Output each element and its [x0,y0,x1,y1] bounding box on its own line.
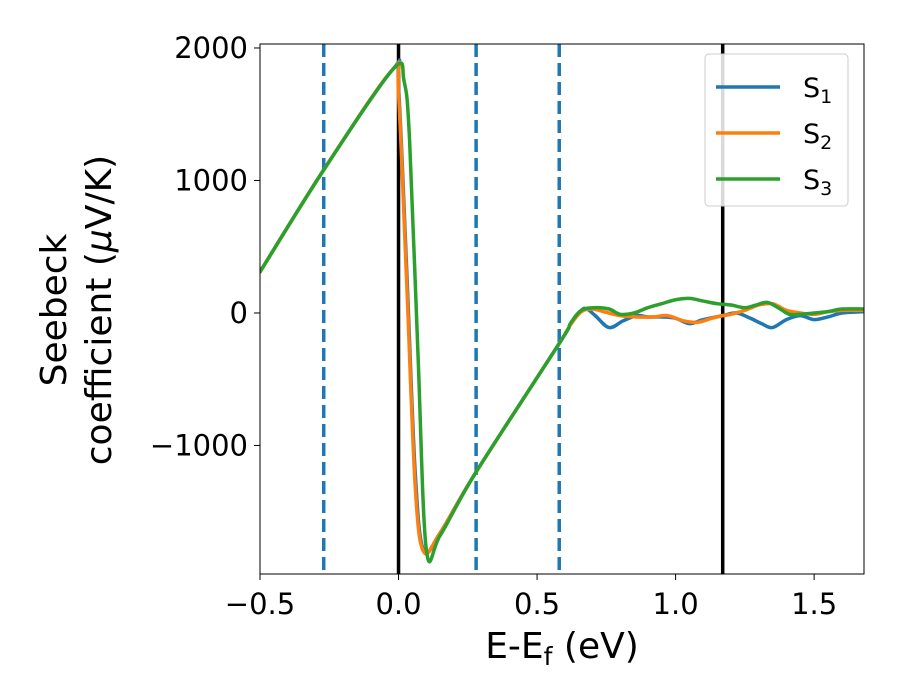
y-tick-label: 0 [230,296,248,330]
x-tick-label: −0.5 [225,587,295,621]
y-tick-label: 2000 [174,31,248,65]
legend-label-s2: S2 [803,119,832,154]
y-axis-ticks: −1000 0 1000 2000 [150,31,260,462]
series-lines [260,58,864,564]
legend: S1 S2 S3 [704,53,849,207]
reference-lines [321,44,725,574]
plot-frame [259,43,865,575]
x-tick-label: 1.5 [791,587,837,621]
legend-box [704,53,849,207]
x-axis-ticks: −0.5 0.0 0.5 1.0 1.5 [225,574,837,621]
legend-label-s1: S1 [803,73,832,108]
series-line-s3 [260,61,864,564]
y-axis-title-line2: coefficient (μV/K) [79,155,120,465]
y-axis-title-line1: Seebeck [34,233,75,386]
y-tick-label: 1000 [174,163,248,197]
legend-label-s3: S3 [803,165,832,200]
y-tick-label: −1000 [150,428,248,462]
x-tick-label: 1.0 [653,587,699,621]
x-tick-label: 0.5 [514,587,560,621]
y-axis-title: Seebeck coefficient (μV/K) [34,155,120,465]
x-axis-title: E-Ef (eV) [485,626,639,671]
x-tick-label: 0.0 [375,587,421,621]
